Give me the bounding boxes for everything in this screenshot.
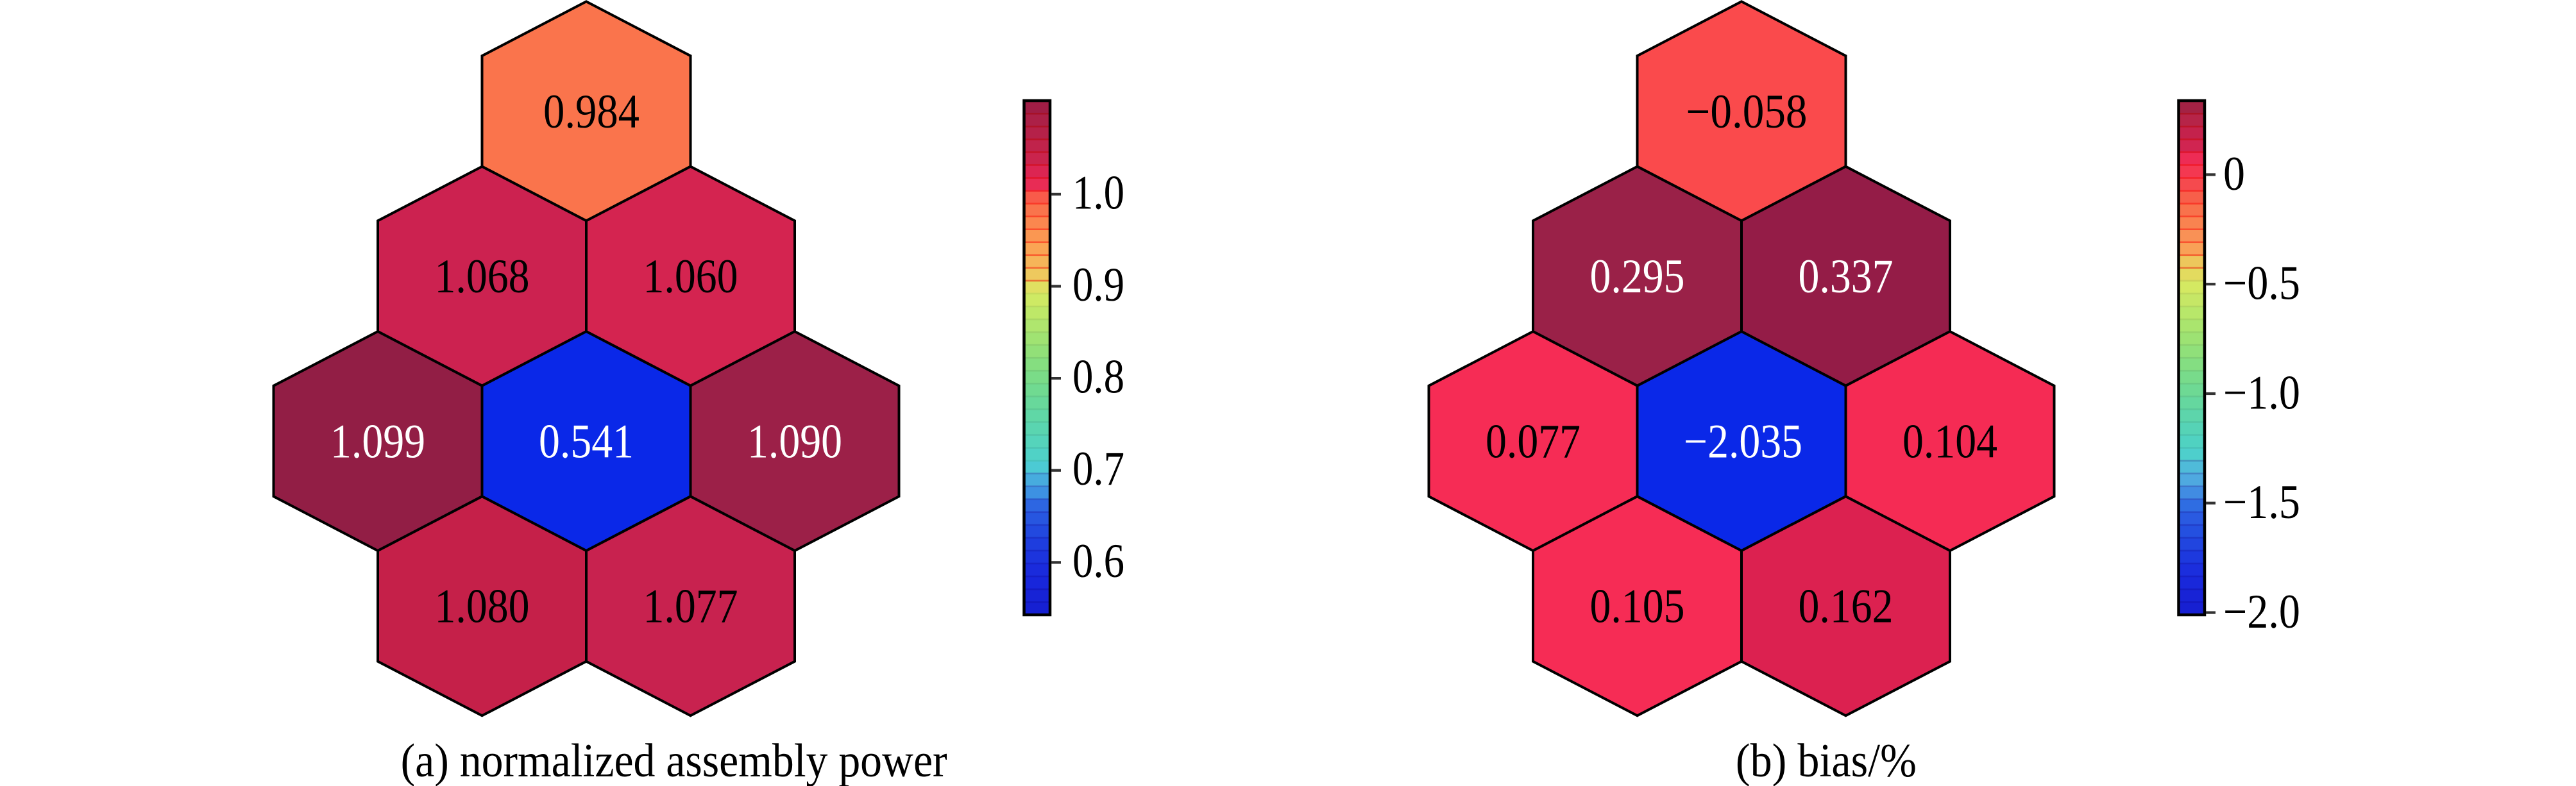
svg-text:1.090: 1.090 bbox=[747, 415, 842, 468]
svg-text:0.077: 0.077 bbox=[1486, 415, 1580, 468]
svg-text:0.104: 0.104 bbox=[1902, 415, 1997, 468]
svg-text:0.541: 0.541 bbox=[539, 415, 634, 468]
svg-text:1.060: 1.060 bbox=[643, 250, 738, 303]
svg-text:−0.058: −0.058 bbox=[1686, 85, 1808, 138]
svg-text:1.077: 1.077 bbox=[643, 580, 738, 633]
svg-text:(b) bias/%: (b) bias/% bbox=[1736, 735, 1917, 786]
svg-text:0.9: 0.9 bbox=[1072, 258, 1124, 312]
svg-text:−2.0: −2.0 bbox=[2223, 585, 2300, 639]
svg-text:−1.5: −1.5 bbox=[2223, 476, 2300, 529]
svg-text:1.0: 1.0 bbox=[1072, 166, 1124, 219]
svg-text:0.6: 0.6 bbox=[1072, 535, 1124, 588]
svg-text:0: 0 bbox=[2223, 147, 2245, 201]
svg-text:0.8: 0.8 bbox=[1072, 351, 1124, 404]
svg-text:0.7: 0.7 bbox=[1072, 442, 1124, 496]
svg-text:(a) normalized assembly power: (a) normalized assembly power bbox=[401, 735, 947, 786]
svg-text:1.068: 1.068 bbox=[435, 250, 530, 303]
svg-text:0.162: 0.162 bbox=[1799, 580, 1894, 633]
svg-text:0.295: 0.295 bbox=[1590, 250, 1685, 303]
svg-text:0.105: 0.105 bbox=[1590, 580, 1685, 633]
svg-text:1.099: 1.099 bbox=[330, 415, 425, 468]
svg-text:−0.5: −0.5 bbox=[2223, 257, 2300, 310]
svg-text:1.080: 1.080 bbox=[435, 580, 530, 633]
svg-text:−2.035: −2.035 bbox=[1684, 415, 1802, 468]
svg-text:0.984: 0.984 bbox=[543, 85, 640, 138]
svg-text:0.337: 0.337 bbox=[1799, 250, 1894, 303]
svg-text:−1.0: −1.0 bbox=[2223, 367, 2300, 420]
